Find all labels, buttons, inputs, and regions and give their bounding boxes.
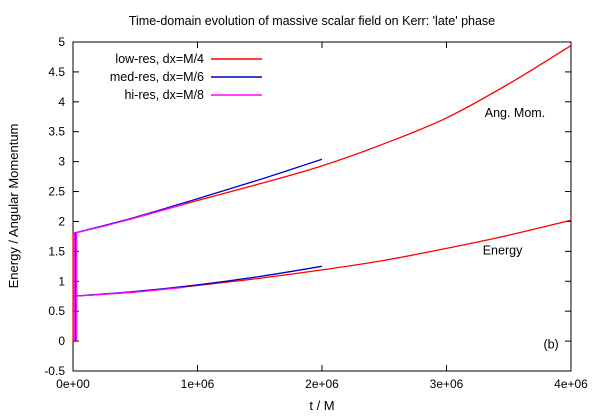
y-tick-label: 4.5 [48,65,65,79]
x-axis-label: t / M [309,398,334,413]
annotation-0: Ang. Mom. [485,106,545,120]
y-tick-label: 4 [58,95,65,109]
chart-title: Time-domain evolution of massive scalar … [129,14,495,28]
y-tick-label: 2 [58,214,65,228]
series-line-1-1 [72,265,323,297]
legend: low-res, dx=M/4 med-res, dx=M/6 hi-res, dx… [110,52,262,102]
x-tick-label: 2e+06 [305,377,339,391]
series-layer [72,45,572,342]
x-tick-label: 4e+06 [554,377,588,391]
y-tick-label: 2.5 [48,185,65,199]
legend-label-2: hi-res, dx=M/8 [124,88,204,102]
x-tick-label: 3e+06 [430,377,464,391]
series-line-0-1 [72,219,572,297]
y-tick-label: 1.5 [48,244,65,258]
y-tick-label: 3.5 [48,125,65,139]
annotation-1: Energy [483,243,523,257]
y-tick-label: 5 [58,35,65,49]
series-line-2-0 [72,202,186,235]
x-axis: 0e+00 1e+06 2e+06 3e+06 4e+06 [56,42,588,391]
y-tick-label: 0.5 [48,304,65,318]
x-tick-label: 1e+06 [181,377,215,391]
annotation-2: (b) [543,337,558,351]
legend-label-0: low-res, dx=M/4 [115,52,204,66]
y-axis: -0.5 0 0.5 1 1.5 2 2.5 3 3.5 4 4.5 5 [44,35,571,378]
series-line-2-1 [72,286,186,297]
x-tick-label: 0e+00 [56,377,90,391]
legend-label-1: med-res, dx=M/6 [110,70,204,84]
y-tick-label: 0 [58,334,65,348]
series-line-1-0 [72,158,323,235]
y-tick-label: 3 [58,155,65,169]
annotation-layer: Ang. Mom. Energy (b) [483,106,559,351]
y-axis-label: Energy / Angular Momentum [6,124,21,289]
y-tick-label: 1 [58,274,65,288]
y-tick-label: -0.5 [44,364,65,378]
